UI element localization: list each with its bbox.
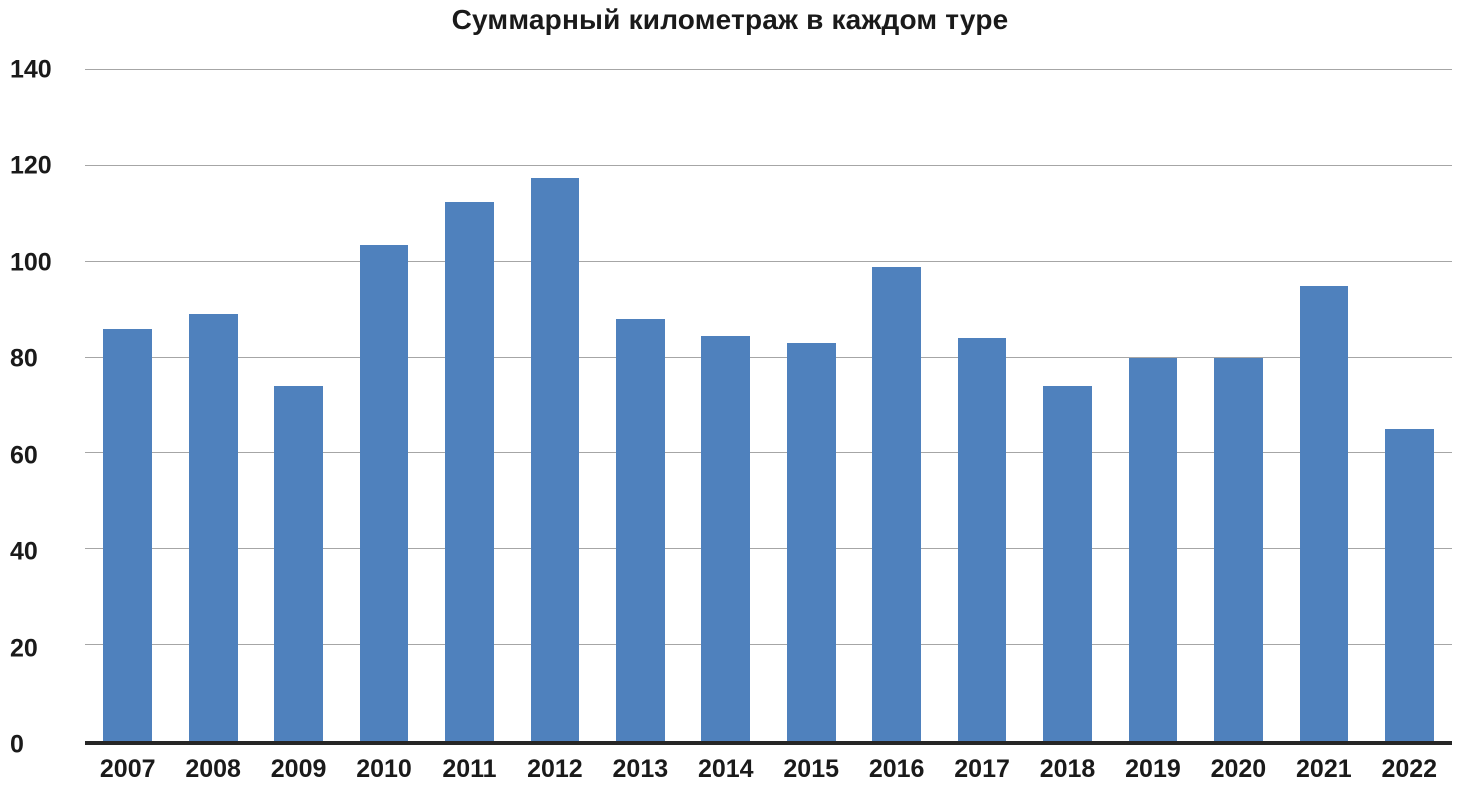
bar-slot-2019 bbox=[1110, 70, 1195, 741]
y-tick-label-40: 40 bbox=[10, 537, 38, 566]
bar-2009 bbox=[274, 386, 323, 741]
bar-slot-2017 bbox=[939, 70, 1024, 741]
x-tick-label-2020: 2020 bbox=[1210, 755, 1267, 783]
bar-2007 bbox=[103, 328, 153, 741]
bar-2020 bbox=[1214, 357, 1263, 741]
bar-slot-2015 bbox=[769, 70, 854, 741]
bar-2014 bbox=[701, 336, 751, 741]
gridline-20 bbox=[85, 644, 1452, 646]
x-tick-label-2022: 2022 bbox=[1381, 755, 1438, 783]
bar-slot-2007 bbox=[85, 70, 170, 741]
gridline-80 bbox=[85, 356, 1452, 358]
x-tick-label-2017: 2017 bbox=[954, 755, 1010, 783]
gridline-140 bbox=[85, 69, 1452, 70]
bar-2015 bbox=[786, 343, 836, 741]
x-tick-label-2021: 2021 bbox=[1296, 755, 1352, 783]
bars-container bbox=[85, 70, 1452, 741]
y-tick-label-0: 0 bbox=[10, 730, 24, 759]
y-tick-label-20: 20 bbox=[10, 634, 38, 663]
y-tick-label-120: 120 bbox=[10, 151, 52, 180]
x-tick-label-2008: 2008 bbox=[185, 755, 241, 783]
x-tick-label-2015: 2015 bbox=[783, 755, 840, 783]
y-tick-label-100: 100 bbox=[10, 248, 52, 277]
bar-2019 bbox=[1128, 357, 1178, 741]
bar-2021 bbox=[1299, 285, 1349, 741]
bar-slot-2022 bbox=[1367, 70, 1452, 741]
bar-2008 bbox=[188, 314, 238, 741]
bar-2022 bbox=[1384, 429, 1434, 741]
bar-slot-2012 bbox=[512, 70, 597, 741]
bar-slot-2016 bbox=[854, 70, 939, 741]
bar-slot-2020 bbox=[1196, 70, 1281, 741]
bar-slot-2008 bbox=[170, 70, 255, 741]
bar-2013 bbox=[616, 319, 665, 741]
x-tick-label-2016: 2016 bbox=[868, 755, 925, 783]
gridline-120 bbox=[85, 164, 1452, 166]
gridline-100 bbox=[85, 260, 1452, 262]
bar-slot-2010 bbox=[341, 70, 426, 741]
bar-slot-2014 bbox=[683, 70, 768, 741]
gridline-60 bbox=[85, 452, 1452, 454]
bar-slot-2013 bbox=[598, 70, 683, 741]
chart-title: Суммарный километраж в каждом туре bbox=[451, 4, 1009, 35]
x-axis-labels: 2007 2008 2009 2010 2011 2012 2013 2014 2015 2016… bbox=[85, 755, 1452, 784]
x-tick-label-2018: 2018 bbox=[1039, 755, 1096, 783]
x-tick-label-2019: 2019 bbox=[1125, 755, 1181, 783]
y-tick-label-80: 80 bbox=[10, 344, 38, 373]
x-tick-label-2011: 2011 bbox=[442, 755, 497, 783]
bar-slot-2009 bbox=[256, 70, 341, 741]
plot-area bbox=[85, 69, 1452, 745]
bar-2012 bbox=[530, 177, 580, 741]
x-tick-label-2012: 2012 bbox=[527, 755, 583, 783]
gridline-40 bbox=[85, 548, 1452, 550]
x-tick-label-2013: 2013 bbox=[612, 755, 669, 783]
bar-2017 bbox=[957, 338, 1007, 741]
x-tick-label-2010: 2010 bbox=[356, 755, 412, 783]
bar-slot-2021 bbox=[1281, 70, 1366, 741]
y-tick-label-60: 60 bbox=[10, 441, 38, 470]
bar-2010 bbox=[359, 244, 409, 741]
bar-2018 bbox=[1043, 386, 1092, 741]
bar-2016 bbox=[872, 266, 921, 741]
x-tick-label-2009: 2009 bbox=[270, 755, 327, 783]
bar-slot-2011 bbox=[427, 70, 512, 741]
bar-2011 bbox=[445, 201, 494, 741]
x-tick-label-2014: 2014 bbox=[697, 755, 754, 783]
x-tick-label-2007: 2007 bbox=[99, 755, 156, 783]
bar-slot-2018 bbox=[1025, 70, 1110, 741]
y-tick-label-140: 140 bbox=[10, 55, 52, 84]
